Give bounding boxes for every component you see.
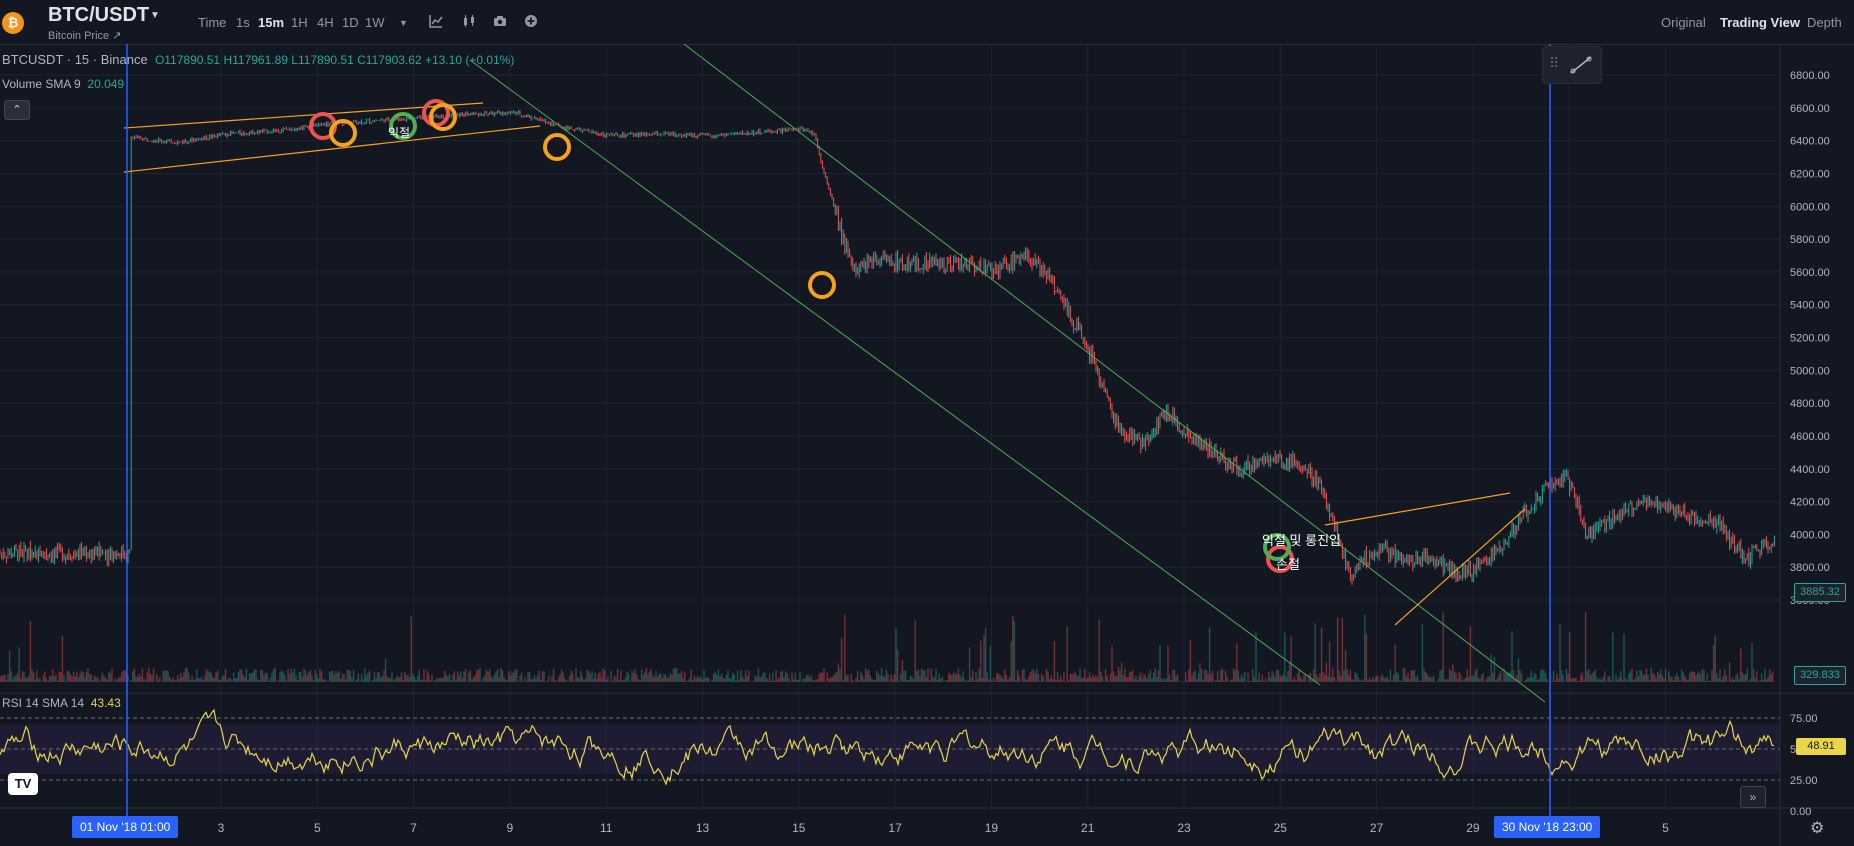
x-tick-label: 23 [1177,821,1191,835]
price-tick-label: 5400.00 [1790,300,1830,312]
x-tick-label: 9 [507,821,514,835]
x-tick-label: 3 [218,821,225,835]
price-tick-label: 4200.00 [1790,497,1830,509]
price-tick-label: 5800.00 [1790,234,1830,246]
annotation-circle [1266,545,1294,573]
x-tick-label: 27 [1370,821,1384,835]
x-tick-label: 21 [1081,821,1095,835]
x-tick-label: 25 [1274,821,1288,835]
rsi-value: 43.43 [90,696,121,710]
x-tick-label: 29 [1466,821,1480,835]
x-tick-label: 19 [985,821,999,835]
date-marker-left: 01 Nov '18 01:00 [72,816,179,838]
x-tick-label: 5 [314,821,321,835]
price-tick-label: 3800.00 [1790,562,1830,574]
volume-legend: Volume SMA 9 20.049 [2,77,124,91]
last-volume-badge: 329.833 [1794,666,1846,685]
symbol-dropdown-icon[interactable]: ▼ [150,10,160,21]
view-trading-view-button[interactable]: Trading View [1720,15,1800,30]
annotation-stop-loss: 손절 [1276,557,1300,572]
drag-handle-icon[interactable]: ⠿ [1549,55,1560,71]
timeframe-1h[interactable]: 1H [291,15,308,30]
legend-ohlc: O117890.51 H117961.89 L117890.51 C117903… [154,53,515,67]
legend-symbol: BTCUSDT · 15 · Binance [2,52,148,67]
rsi-legend: RSI 14 SMA 14 43.43 [2,696,121,710]
top-toolbar: ₿ BTC/USDT ▼ Bitcoin Price ↗ Time 1s 15m… [0,0,1854,45]
rsi-label: RSI 14 SMA 14 [2,696,85,710]
camera-icon[interactable] [493,14,507,31]
volume-value: 20.049 [87,77,125,91]
price-tick-label: 4800.00 [1790,398,1830,410]
x-tick-label: 15 [792,821,806,835]
rsi-tick-label: 75.00 [1790,713,1818,725]
annotation-circle [429,103,457,131]
chevron-down-icon[interactable]: ▼ [399,18,408,28]
x-tick-label: 5 [1662,821,1669,835]
timeframe-1s[interactable]: 1s [236,15,250,30]
annotation-circle [329,119,357,147]
symbol-subtitle-link[interactable]: Bitcoin Price ↗ [48,30,122,42]
price-tick-label: 4600.00 [1790,431,1830,443]
timeframe-15m[interactable]: 15m [258,15,285,30]
price-chart[interactable]: 6800.00 6600.00 6400.00 6200.00 6000.00 5800.… [0,44,1854,846]
last-rsi-badge: 48.91 [1796,738,1846,755]
gear-icon[interactable]: ⚙ [1810,820,1825,837]
channel-upper-line [123,102,484,129]
collapse-legend-button[interactable]: ⌃ [4,100,30,120]
chart-legend: BTCUSDT · 15 · Binance O117890.51 H11796… [2,52,514,67]
wedge-lower-line [1394,508,1526,626]
candles-icon[interactable] [462,14,476,31]
channel-lower-line [123,125,541,173]
price-tick-label: 6800.00 [1790,70,1830,82]
tradingview-logo-icon: TV [8,773,38,795]
trend-line-upper [683,44,1546,703]
rsi-tick-label: 0.00 [1790,806,1811,818]
price-tick-label: 6000.00 [1790,201,1830,213]
view-depth-button[interactable]: Depth [1807,15,1842,30]
wedge-upper-line [1324,492,1511,526]
x-tick-label: 7 [410,821,417,835]
price-tick-label: 5200.00 [1790,333,1830,345]
timeframe-1w[interactable]: 1W [365,15,385,30]
price-tick-label: 4400.00 [1790,464,1830,476]
bitcoin-logo-icon: ₿ [2,12,24,34]
x-tick-label: 11 [600,821,613,835]
timeframe-4h[interactable]: 4H [317,15,334,30]
indicators-icon[interactable] [429,14,443,31]
x-tick-label: 17 [888,821,902,835]
price-tick-label: 6600.00 [1790,103,1830,115]
price-tick-label: 5000.00 [1790,365,1830,377]
timeframe-time[interactable]: Time [198,15,227,30]
timeframe-1d[interactable]: 1D [342,15,359,30]
annotation-circle [808,271,836,299]
rsi-tick-label: 25.00 [1790,775,1818,787]
annotation-circle [543,133,571,161]
view-original-button[interactable]: Original [1661,15,1706,30]
plus-circle-icon[interactable] [524,14,538,31]
price-tick-label: 6400.00 [1790,136,1830,148]
date-marker-right: 30 Nov '18 23:00 [1494,816,1601,838]
annotation-circle [1263,533,1291,561]
last-price-badge: 3885.32 [1794,583,1846,602]
annotation-circle [389,112,417,140]
symbol-title[interactable]: BTC/USDT [48,4,150,26]
scroll-to-realtime-button[interactable]: » [1740,786,1766,808]
annotation-profit-long-entry: 익절 및 롱진입 [1262,533,1341,548]
volume-label: Volume SMA 9 [2,77,81,91]
trend-line-lower [469,59,1321,686]
annotation-profit-upper: 익절 [388,126,411,140]
x-tick-label: 13 [696,821,710,835]
price-tick-label: 6200.00 [1790,168,1830,180]
price-tick-label: 5600.00 [1790,267,1830,279]
price-tick-label: 4000.00 [1790,529,1830,541]
rsi-line [0,708,1775,786]
trend-line-tool-icon[interactable] [1569,55,1593,75]
drawing-tool-panel[interactable]: ⠿ [1542,46,1602,84]
